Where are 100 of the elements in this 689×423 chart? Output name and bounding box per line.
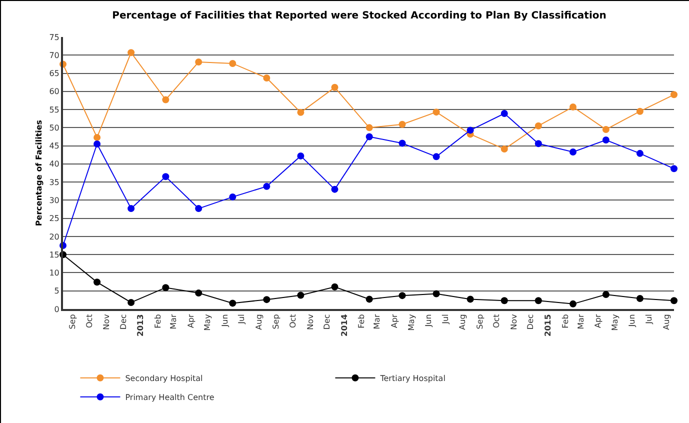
x-tick-label: Jul — [237, 314, 246, 325]
x-tick-label: Feb — [560, 314, 570, 328]
point — [366, 124, 373, 132]
point — [570, 148, 576, 156]
point — [500, 146, 508, 153]
y-tick-label: 45 — [49, 142, 60, 151]
y-tick-label: 35 — [49, 178, 60, 187]
legend-label: Primary Health Centre — [125, 393, 214, 402]
y-tick-label: 20 — [49, 232, 60, 242]
point — [670, 165, 678, 172]
x-tick-label: Nov — [102, 314, 112, 330]
point — [94, 140, 101, 148]
x-tick-label: Feb — [153, 314, 162, 328]
x-tick-label: Jul — [644, 314, 654, 325]
y-tick-label: 30 — [49, 196, 60, 205]
point — [128, 205, 135, 212]
x-tick-label: Jul — [440, 314, 450, 325]
point — [229, 60, 236, 67]
point — [331, 186, 338, 193]
point — [162, 173, 170, 180]
x-tick-label: Jun — [220, 314, 230, 328]
point — [229, 193, 236, 200]
y-tick-label: 25 — [49, 214, 60, 224]
point — [331, 283, 338, 290]
y-tick-label: 50 — [49, 123, 60, 132]
point — [366, 296, 373, 303]
point — [570, 300, 576, 308]
x-tick-label: Nov — [509, 314, 518, 330]
point — [229, 300, 236, 307]
x-tick-label: Mar — [576, 313, 586, 330]
point — [162, 284, 170, 292]
x-tick-label: Dec — [526, 314, 536, 330]
x-tick-label: Dec — [322, 314, 332, 330]
legend-label: Tertiary Hospital — [379, 374, 446, 384]
x-tick-label: 2013 — [136, 314, 146, 336]
legend-label: Secondary Hospital — [125, 374, 203, 384]
x-tick-label: Aug — [662, 314, 671, 330]
x-tick-label: Oct — [288, 314, 298, 328]
x-tick-label: May — [203, 314, 212, 331]
x-tick-label: Mar — [372, 313, 382, 330]
point — [366, 133, 373, 140]
y-tick-label: 0 — [54, 304, 60, 314]
y-tick-label: 5 — [54, 286, 60, 296]
point — [534, 140, 542, 148]
point — [670, 91, 678, 98]
point — [500, 297, 508, 304]
x-tick-label: Apr — [186, 313, 196, 328]
point — [534, 297, 542, 304]
point — [297, 152, 304, 160]
y-tick-label: 60 — [49, 87, 60, 96]
y-axis-title: Percentage of Facilities — [34, 120, 44, 226]
x-tick-label: Aug — [254, 314, 264, 330]
point — [263, 296, 270, 304]
point — [398, 292, 406, 300]
point — [94, 134, 101, 141]
point — [602, 290, 610, 298]
point — [500, 110, 508, 118]
x-tick-label: Sep — [68, 314, 78, 330]
point — [602, 136, 610, 144]
y-tick-label: 70 — [49, 50, 60, 60]
point — [398, 140, 406, 147]
x-tick-label: Feb — [357, 314, 366, 328]
point — [636, 294, 644, 302]
point — [432, 153, 440, 160]
x-tick-label: 2014 — [340, 314, 349, 336]
point — [195, 205, 202, 212]
x-tick-label: Dec — [118, 314, 128, 330]
point — [432, 108, 440, 116]
x-tick-label: Sep — [475, 314, 484, 330]
x-tick-label: Oct — [84, 314, 94, 328]
point — [195, 290, 202, 297]
point — [466, 296, 474, 303]
x-tick-label: Jun — [424, 314, 434, 328]
x-tick-label: May — [406, 314, 416, 331]
x-tick-label: Sep — [272, 314, 281, 330]
point — [602, 126, 610, 133]
point — [636, 150, 644, 157]
x-tick-label: Oct — [492, 314, 502, 328]
point — [534, 122, 542, 130]
y-tick-label: 65 — [49, 69, 60, 78]
point — [636, 108, 644, 115]
point — [162, 96, 170, 104]
point — [94, 278, 101, 286]
x-tick-label: May — [610, 314, 620, 331]
x-tick-label: Apr — [594, 313, 603, 328]
point — [263, 182, 270, 190]
point — [466, 126, 474, 134]
point — [331, 84, 338, 91]
chart-title: Percentage of Facilities that Reported were Stocked According to Plan By Classification — [112, 10, 606, 22]
x-tick-label: Mar — [169, 313, 178, 330]
x-tick-label: Apr — [390, 313, 400, 328]
y-tick-label: 55 — [49, 105, 60, 114]
point — [398, 120, 406, 128]
point — [297, 292, 304, 299]
y-tick-label: 10 — [49, 268, 60, 278]
point — [297, 108, 304, 116]
point — [432, 290, 440, 298]
x-tick-label: Aug — [458, 314, 468, 330]
point — [670, 297, 678, 304]
point — [195, 58, 202, 66]
